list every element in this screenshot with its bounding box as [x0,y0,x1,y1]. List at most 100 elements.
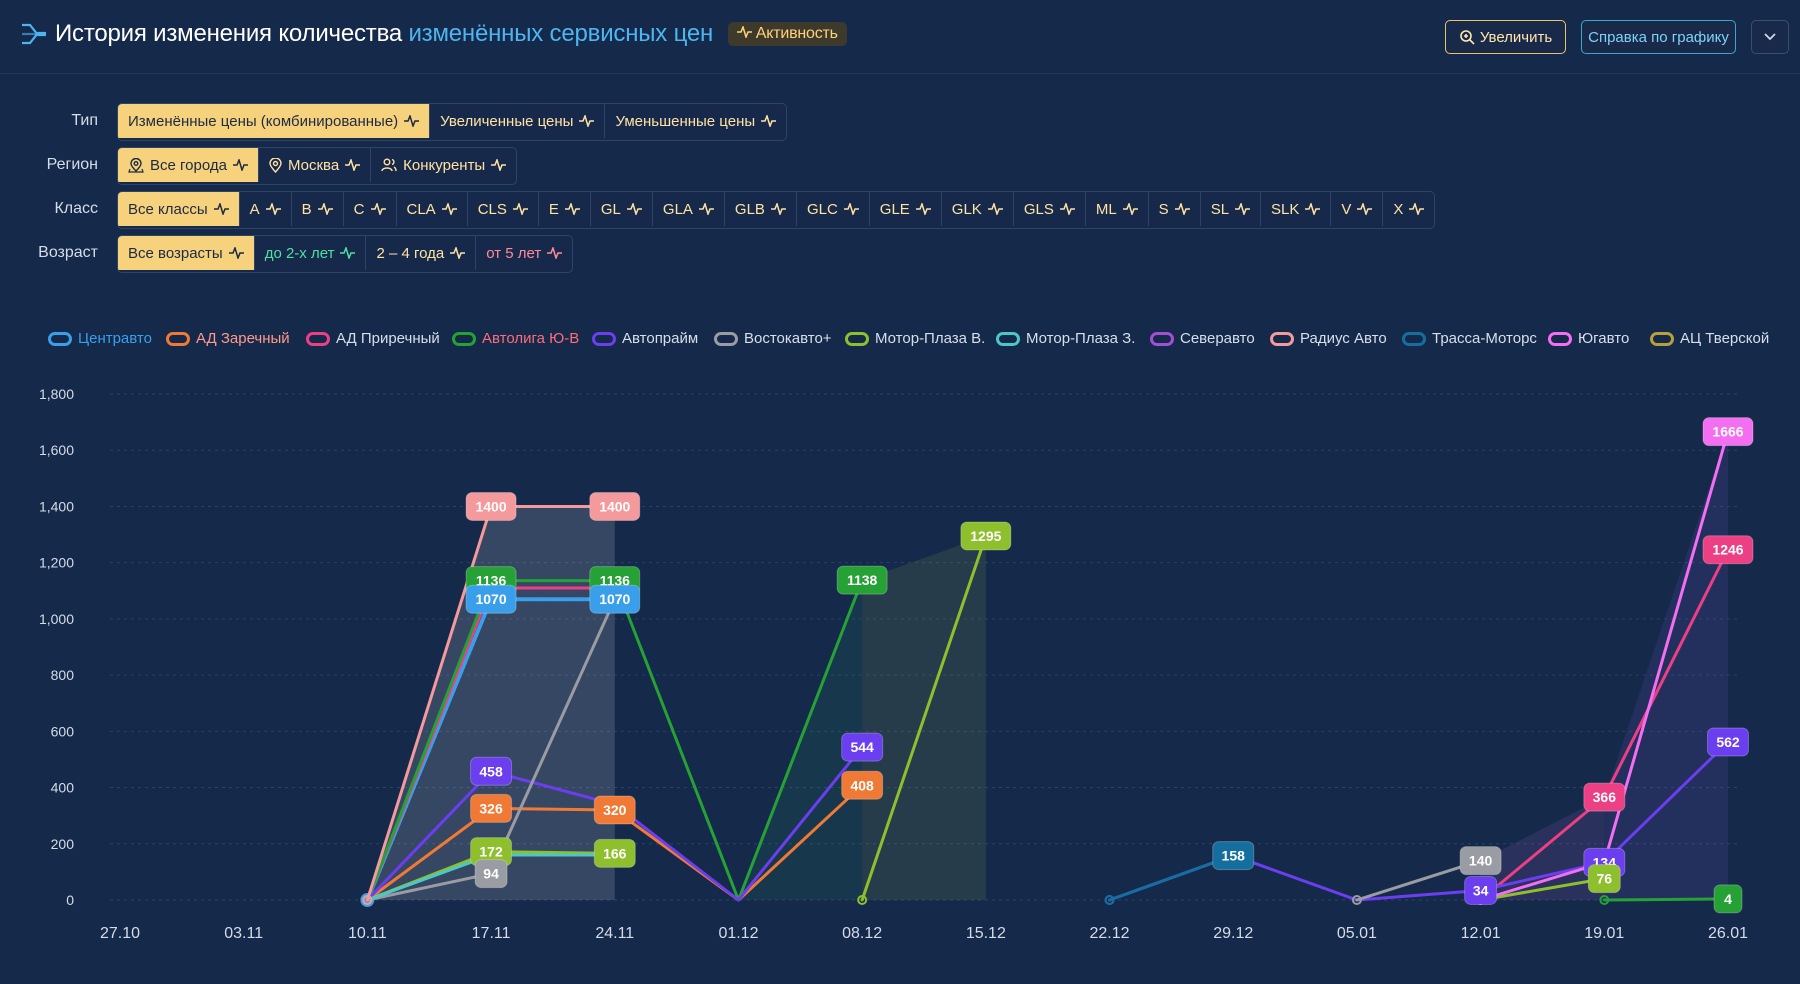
legend-item[interactable]: Мотор-Плаза З. [996,330,1135,347]
series-line-segment [1602,430,1730,864]
filter-type-option[interactable]: Изменённые цены (комбинированные) [118,104,431,138]
series-line-segment [1231,854,1359,902]
pulse-icon [228,247,244,259]
pulse-icon [736,24,752,40]
filter-region-option[interactable]: Конкуренты [371,148,516,182]
filter-class-option[interactable]: SLK [1261,192,1332,226]
legend-item[interactable]: Трасса-Моторс [1402,330,1537,347]
filter-class-option[interactable]: C [344,192,397,226]
filter-option-label: CLS [477,200,507,218]
data-label-box [465,584,517,614]
pulse-icon [1059,203,1075,215]
filter-region-option[interactable]: Москва [259,148,372,182]
filter-option-label: Увеличенные цены [440,112,574,130]
filter-option-label: GLB [734,200,765,218]
legend-item[interactable]: Востокавто+ [714,330,832,347]
filter-option-label: C [353,200,365,218]
filter-class-option[interactable]: X [1383,192,1434,226]
filter-segment-type: Изменённые цены (комбинированные) Увеличе… [117,103,788,141]
filter-age-option[interactable]: 2 – 4 года [366,236,477,270]
legend-swatch [714,331,738,346]
series-line-segment [1355,888,1483,902]
filter-class-option[interactable]: GLK [942,192,1014,226]
filter-class-option[interactable]: V [1331,192,1384,226]
filter-class-option[interactable]: GLA [653,192,725,226]
x-tick-label: 08.12 [842,925,882,942]
filter-class-option[interactable]: E [539,192,591,226]
filter-option-label: S [1158,200,1169,218]
x-tick-label: 26.01 [1708,925,1748,942]
data-label: 1400 [599,498,630,514]
legend-item[interactable]: АЦ Тверской [1650,330,1769,347]
series-line-segment [1602,548,1730,799]
filter-age-option[interactable]: от 5 лет [476,236,572,270]
legend-swatch [592,331,616,346]
data-label: 158 [1222,848,1246,864]
filter-class-option[interactable]: CLS [468,192,539,226]
pulse-icon [761,115,777,127]
filter-type-option[interactable]: Уменьшенные цены [605,104,786,138]
filter-class-option[interactable]: GLC [797,192,870,226]
filter-class-option[interactable]: B [292,192,344,226]
line-chart: 0 200 400 600 800 1,000 1,200 1,400 1,600 1,800 27… [39,386,1754,942]
location-pin-icon [269,157,282,173]
x-tick-label: 15.12 [966,925,1006,942]
filter-label-age: Возраст [38,244,98,261]
legend-item[interactable]: Радиус Авто [1270,330,1387,347]
filter-class-option[interactable]: S [1149,192,1201,226]
series-line-segment [1355,859,1483,902]
activity-badge[interactable]: Активность [727,22,847,46]
filter-class-option[interactable]: ML [1086,192,1149,226]
legend-item[interactable]: АД Приречный [306,330,440,347]
x-tick-label: 12.01 [1461,925,1501,942]
series-line-segment [365,872,493,902]
help-button[interactable]: Справка по графику [1581,20,1736,54]
filter-age-option[interactable]: Все возрасты [118,236,255,270]
legend-swatch [452,331,476,346]
filter-class-option[interactable]: Все классы [118,192,240,226]
legend-item[interactable]: Югавто [1548,330,1629,347]
filter-class-option[interactable]: GLE [870,192,942,226]
series-start-marker [1599,895,1610,905]
legend-swatch [166,331,190,346]
filter-class-option[interactable]: CLA [397,192,468,226]
filter-class-option[interactable]: GL [591,192,653,226]
filter-region-option[interactable]: Все города [118,148,259,182]
data-label: 34 [1473,882,1489,898]
data-label: 172 [479,844,503,860]
legend-item[interactable]: Северавто [1150,330,1255,347]
filter-class-option[interactable]: GLS [1014,192,1086,226]
legend-label: Трасса-Моторс [1432,330,1537,347]
series-line-segment [489,806,617,812]
filter-class-option[interactable]: GLB [725,192,797,226]
header: История изменения количества изменённых … [0,0,1800,74]
filter-age-option[interactable]: до 2-х лет [255,236,367,270]
filter-option-label: Уменьшенные цены [615,112,756,130]
pulse-icon [370,203,386,215]
data-label-box [960,521,1012,551]
series-start-marker [857,895,868,905]
pulse-icon [340,247,356,259]
legend-item[interactable]: Центравто [48,330,152,347]
filter-type-option[interactable]: Увеличенные цены [430,104,606,138]
x-tick-label: 03.11 [224,925,263,942]
filter-option-label: GLA [662,200,693,218]
filter-class-option[interactable]: A [240,192,292,226]
series-line-segment [1602,740,1730,864]
series-line-segment [736,578,864,902]
zoom-button[interactable]: Увеличить [1445,20,1566,54]
chevron-down-icon [1764,33,1776,41]
legend-item[interactable]: Автолига Ю-В [452,330,579,347]
data-label: 458 [479,763,503,779]
series-line-segment [613,579,740,902]
legend-label: АД Заречный [196,330,290,347]
pulse-icon [345,159,361,171]
legend-item[interactable]: АД Заречный [166,330,290,347]
menu-button[interactable] [1751,20,1789,54]
legend-item[interactable]: Автопрайм [592,330,698,347]
x-tick-label: 17.11 [472,925,511,942]
legend-item[interactable]: Мотор-Плаза В. [845,330,985,347]
filter-class-option[interactable]: SL [1201,192,1262,226]
pulse-icon [564,203,580,215]
filter-option-label: Все классы [128,200,208,218]
